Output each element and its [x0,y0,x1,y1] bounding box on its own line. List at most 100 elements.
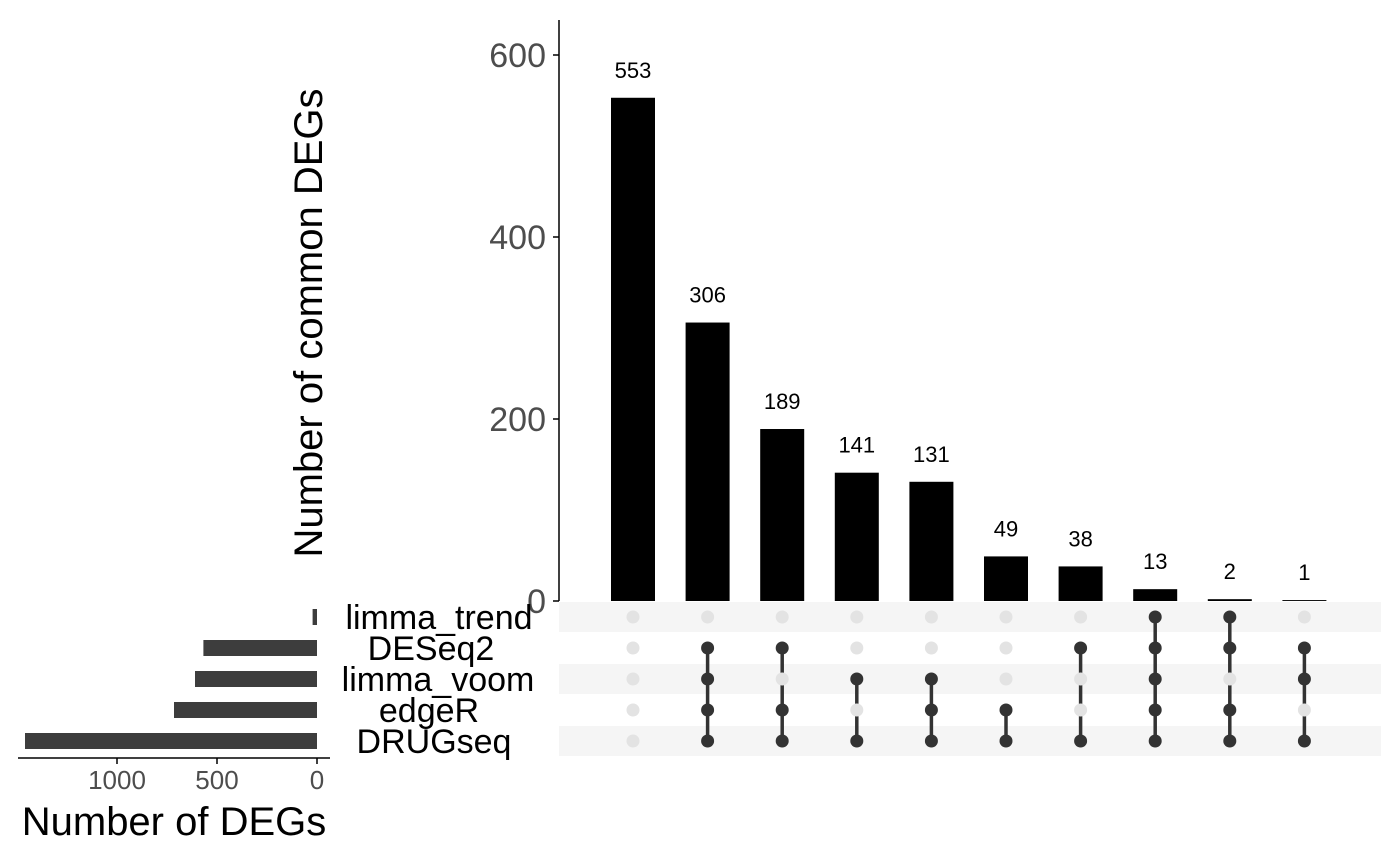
set-label: limma_voom [342,661,535,699]
matrix-dot-active [1223,610,1237,624]
intersection-bar [685,322,730,601]
matrix-dot-active [1297,734,1311,748]
set-size-bar [203,640,317,656]
set-label: DRUGseq [357,723,512,761]
matrix-dot-inactive [924,610,938,624]
x-tick-label: 500 [195,765,238,795]
matrix-stripe [559,726,1381,756]
matrix-dot-active [775,734,789,748]
matrix-stripes [559,602,1381,756]
matrix-dot-inactive [626,641,640,655]
matrix-dot-inactive [999,641,1013,655]
matrix-dot-active [775,641,789,655]
bar-value-label: 131 [913,442,950,467]
matrix-dot-active [1148,610,1162,624]
matrix-dot-inactive [701,610,715,624]
intersection-bar [1058,566,1103,601]
matrix-dot-active [701,641,715,655]
matrix-dot-inactive [1074,610,1088,624]
bar-value-label: 141 [838,433,875,458]
matrix-dot-active [1148,734,1162,748]
set-label: DESeq2 [368,630,495,668]
set-size-bars [25,609,317,749]
intersection-bars [611,97,1327,602]
y-tick-label: 400 [489,219,546,257]
intersection-matrix [626,610,1311,748]
matrix-dot-active [850,672,864,686]
bar-value-label: 189 [764,389,801,414]
intersection-bar [1207,599,1252,601]
matrix-dot-inactive [626,703,640,717]
matrix-stripe [559,602,1381,632]
set-label: limma_trend [345,599,532,637]
intersection-bar-labels: 553 306 189 141 131 49 38 13 2 1 [615,58,1311,585]
matrix-dot-active [1223,703,1237,717]
set-size-bar [312,609,317,625]
intersection-bar [1133,589,1178,601]
bar-value-label: 2 [1224,559,1236,584]
bar-value-label: 553 [615,58,652,83]
matrix-dot-inactive [850,610,864,624]
matrix-dot-active [701,703,715,717]
matrix-dot-inactive [1297,703,1311,717]
matrix-dot-inactive [999,610,1013,624]
x-tick-label: 0 [310,765,324,795]
matrix-dot-active [775,703,789,717]
matrix-dot-active [1297,641,1311,655]
matrix-dot-inactive [775,610,789,624]
intersection-bar [984,556,1028,601]
bar-value-label: 1 [1298,560,1310,585]
set-size-bar [174,702,317,718]
y-tick-label: 600 [489,37,546,75]
matrix-dot-active [1148,641,1162,655]
matrix-dot-active [924,703,938,717]
matrix-dot-active [701,734,715,748]
matrix-dot-active [1223,641,1237,655]
matrix-dot-inactive [775,672,789,686]
matrix-dot-active [999,703,1013,717]
matrix-dot-active [850,734,864,748]
set-size-bar [25,733,317,749]
intersection-bar [611,97,655,602]
matrix-dot-active [999,734,1013,748]
intersection-y-axis: 0 200 400 600 [489,20,560,621]
matrix-dot-inactive [850,703,864,717]
intersection-bar [1282,600,1327,601]
bar-value-label: 306 [689,283,726,308]
y-tick-label: 0 [527,583,546,621]
y-tick-label: 200 [489,401,546,439]
matrix-dot-inactive [626,734,640,748]
matrix-dot-active [924,734,938,748]
matrix-dot-inactive [924,641,938,655]
matrix-dot-active [1297,672,1311,686]
matrix-dot-inactive [626,610,640,624]
matrix-dot-active [1148,672,1162,686]
matrix-dot-inactive [850,641,864,655]
set-size-bar [195,671,317,687]
matrix-dot-active [924,672,938,686]
matrix-dot-inactive [1223,672,1237,686]
matrix-dot-inactive [626,672,640,686]
set-size-x-axis: 1000 500 0 [18,757,330,795]
intersection-y-axis-title: Number of common DEGs [287,88,331,557]
intersection-bar [834,472,879,601]
set-size-axis-title: Number of DEGs [22,800,327,844]
bar-value-label: 49 [994,516,1018,541]
x-tick-label: 1000 [88,765,146,795]
matrix-dot-inactive [1297,610,1311,624]
matrix-dot-active [1074,641,1088,655]
matrix-dot-inactive [1074,703,1088,717]
matrix-dot-inactive [1074,672,1088,686]
bar-value-label: 38 [1068,526,1092,551]
matrix-dot-active [1148,703,1162,717]
matrix-dot-active [1074,734,1088,748]
bar-value-label: 13 [1143,549,1167,574]
set-label: edgeR [379,692,479,730]
matrix-stripe [559,664,1381,694]
intersection-bar [909,481,954,601]
matrix-dot-active [1223,734,1237,748]
matrix-dot-active [701,672,715,686]
intersection-bar [760,429,805,601]
